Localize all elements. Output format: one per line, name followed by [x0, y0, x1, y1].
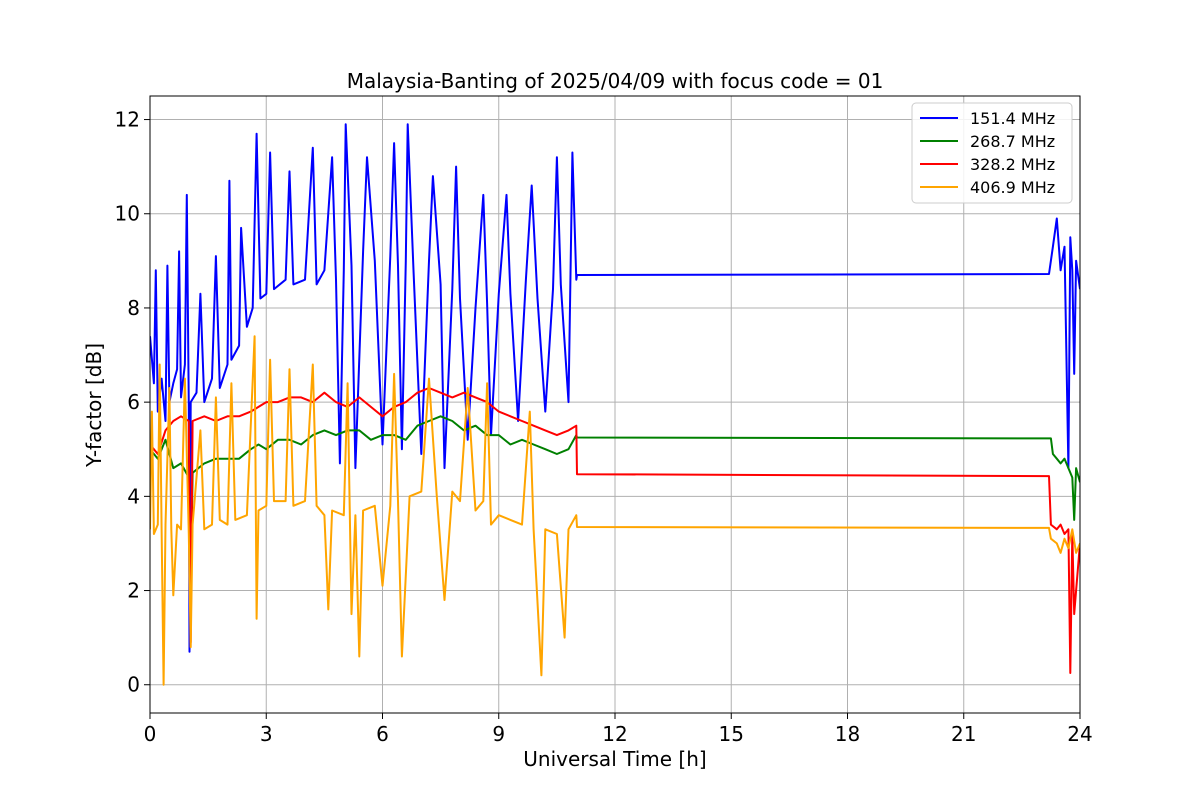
x-tick-label: 3: [260, 722, 273, 746]
x-tick-label: 6: [376, 722, 389, 746]
x-tick-label: 24: [1067, 722, 1092, 746]
x-tick-label: 9: [492, 722, 505, 746]
y-tick-label: 6: [127, 390, 140, 414]
series-line-3: [150, 387, 1080, 674]
y-tick-label: 4: [127, 484, 140, 508]
y-axis-title: Y-factor [dB]: [82, 343, 106, 468]
x-tick-label: 0: [144, 722, 157, 746]
y-tick-label: 8: [127, 296, 140, 320]
y-tick-label: 12: [115, 108, 140, 132]
y-tick-label: 10: [115, 202, 140, 226]
legend-box: [911, 102, 1073, 204]
x-tick-label: 15: [719, 722, 744, 746]
legend-label-4: 406.9 MHz: [970, 178, 1055, 197]
chart-title: Malaysia-Banting of 2025/04/09 with focu…: [347, 69, 884, 93]
y-tick-label: 2: [127, 579, 140, 603]
legend-label-3: 328.2 MHz: [970, 155, 1055, 174]
series-line-2: [150, 415, 1080, 597]
legend-label-1: 151.4 MHz: [970, 109, 1055, 128]
x-tick-label: 18: [835, 722, 860, 746]
x-tick-label: 21: [951, 722, 976, 746]
series-layer: [150, 123, 1080, 686]
series-line-4: [150, 335, 1080, 686]
legend-label-2: 268.7 MHz: [970, 132, 1055, 151]
x-tick-label: 12: [602, 722, 627, 746]
legend: 151.4 MHz 268.7 MHz 328.2 MHz 406.9 MHz: [911, 102, 1073, 204]
x-axis-title: Universal Time [h]: [523, 747, 706, 771]
series-line-1: [150, 123, 1080, 653]
y-tick-label: 0: [127, 673, 140, 697]
